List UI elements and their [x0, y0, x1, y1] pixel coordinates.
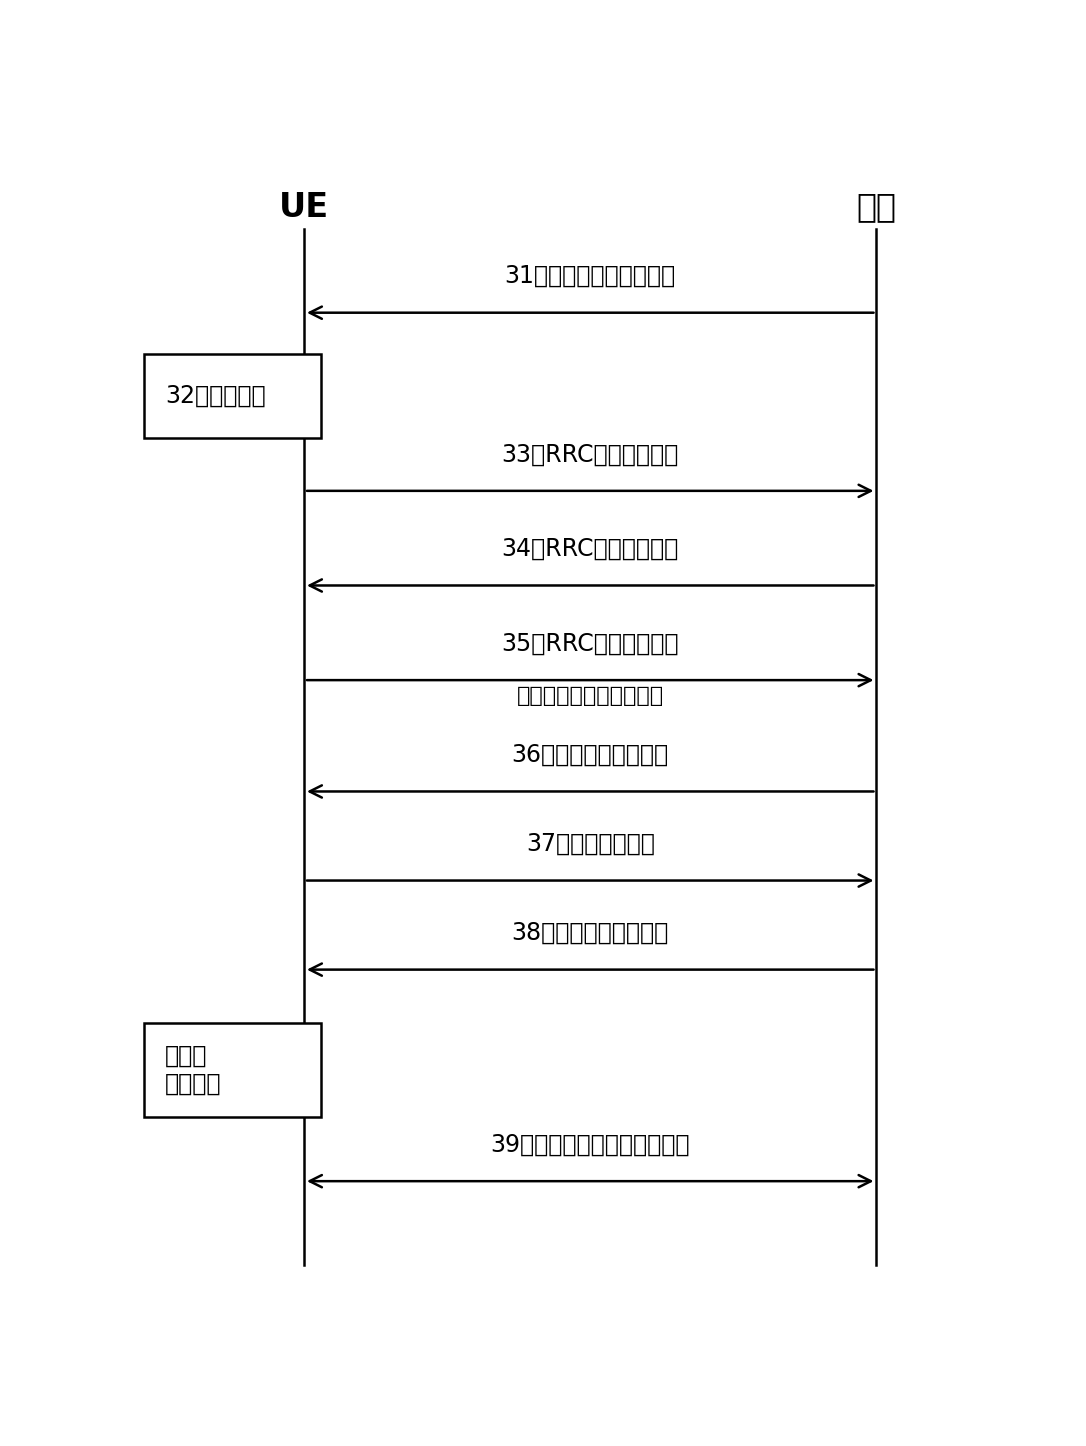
- Text: 35：RRC连接建立完成: 35：RRC连接建立完成: [502, 632, 679, 655]
- Text: 33：RRC连接建立请求: 33：RRC连接建立请求: [502, 442, 679, 467]
- Text: （指示有测量结果可用）: （指示有测量结果可用）: [517, 685, 664, 706]
- Text: 39：利用辅小区进行数据收发: 39：利用辅小区进行数据收发: [491, 1132, 690, 1157]
- Text: 31：接收基站的测量配置: 31：接收基站的测量配置: [505, 265, 675, 288]
- Text: 36：指示上报测量结果: 36：指示上报测量结果: [512, 743, 669, 766]
- Text: 基站: 基站: [857, 191, 896, 224]
- Bar: [144, 354, 321, 438]
- Bar: [144, 1022, 321, 1118]
- Text: 辅小区
激活完成: 辅小区 激活完成: [165, 1044, 222, 1096]
- Text: 32：进行测量: 32：进行测量: [165, 385, 266, 408]
- Text: 38：配置辅小区并激活: 38：配置辅小区并激活: [512, 921, 669, 946]
- Text: 34：RRC连接建立响应: 34：RRC连接建立响应: [502, 536, 679, 561]
- Text: UE: UE: [279, 191, 329, 224]
- Text: 37：上报测量结果: 37：上报测量结果: [526, 831, 655, 856]
